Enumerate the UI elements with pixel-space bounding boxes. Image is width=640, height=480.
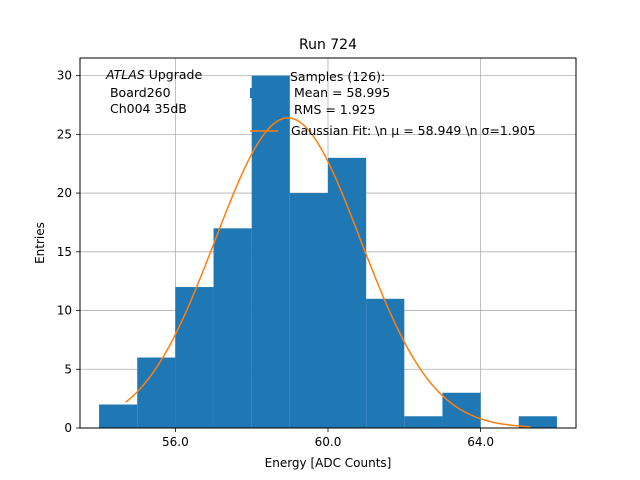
histogram-bar-8 (404, 416, 443, 428)
legend-samples-line-3: RMS = 1.925 (290, 102, 376, 117)
histogram-bar-3 (213, 228, 252, 428)
histogram-bar-7 (366, 298, 405, 428)
y-tick-label-0: 0 (64, 421, 72, 435)
x-axis-label: Energy [ADC Counts] (265, 456, 392, 470)
axis-ticks: 56.0 60.0 64.0 0 5 10 15 20 25 30 (57, 69, 494, 449)
fit-curve-group (125, 117, 531, 428)
legend-fit-label: Gaussian Fit: \n μ = 58.949 \n σ=1.905 (291, 123, 536, 138)
atlas-label: ATLAS (105, 67, 145, 82)
histogram-bar-5 (289, 193, 328, 428)
annotation-line-2: Board260 (106, 85, 171, 100)
y-tick-label-6: 30 (57, 69, 72, 83)
atlas-annotation: ATLAS Upgrade Board260 Ch004 35dB (105, 67, 202, 116)
histogram-bar-1 (137, 357, 176, 428)
x-tick-label-1: 60.0 (315, 435, 342, 449)
y-tick-label-5: 25 (57, 127, 72, 141)
histogram-bar-2 (175, 287, 214, 428)
annotation-line-3: Ch004 35dB (106, 101, 187, 116)
y-tick-label-3: 15 (57, 245, 72, 259)
histogram-bars (99, 75, 557, 429)
y-tick-label-2: 10 (57, 304, 72, 318)
annotation-line-1: ATLAS Upgrade (105, 67, 202, 82)
upgrade-label: Upgrade (145, 67, 203, 82)
legend-patch-samples (250, 88, 278, 98)
y-tick-label-1: 5 (64, 362, 72, 376)
y-tick-label-4: 20 (57, 186, 72, 200)
x-tick-label-0: 56.0 (162, 435, 189, 449)
legend: Samples (126): Mean = 58.995 RMS = 1.925… (250, 69, 536, 138)
chart-title: Run 724 (299, 37, 357, 53)
histogram-bar-6 (328, 157, 367, 429)
y-axis-label: Entries (33, 222, 47, 264)
legend-samples-line-2: Mean = 58.995 (290, 85, 390, 100)
gaussian-fit-curve (125, 117, 531, 428)
histogram-bar-11 (518, 416, 557, 428)
histogram-bar-4 (251, 75, 290, 428)
histogram-bar-0 (99, 404, 138, 428)
x-tick-label-2: 64.0 (467, 435, 494, 449)
legend-samples-line-1: Samples (126): (290, 69, 385, 84)
